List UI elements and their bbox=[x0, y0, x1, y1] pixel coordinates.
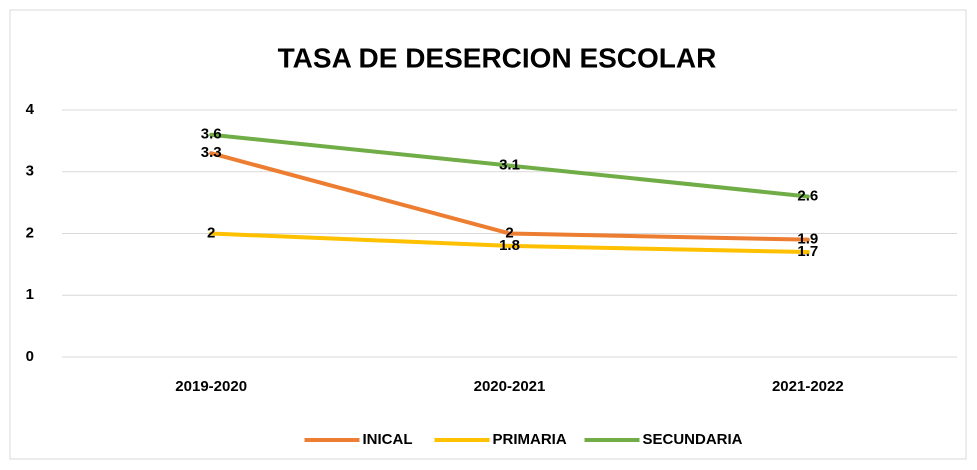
legend-label: INICAL bbox=[363, 431, 413, 448]
y-tick-label: 2 bbox=[26, 224, 34, 241]
data-label: 3.6 bbox=[201, 126, 222, 143]
data-label: 3.3 bbox=[201, 144, 222, 161]
data-label: 1.9 bbox=[797, 231, 818, 248]
data-label: 2 bbox=[505, 224, 513, 241]
data-label: 2 bbox=[207, 224, 215, 241]
data-label: 1.8 bbox=[499, 237, 520, 254]
x-tick-label: 2021-2022 bbox=[772, 378, 844, 395]
y-tick-label: 4 bbox=[26, 101, 35, 118]
legend-label: PRIMARIA bbox=[493, 431, 567, 448]
series-line bbox=[209, 231, 810, 255]
chart-title: TASA DE DESERCION ESCOLAR bbox=[278, 42, 717, 73]
x-tick-label: 2019-2020 bbox=[175, 378, 247, 395]
legend-label: SECUNDARIA bbox=[643, 431, 743, 448]
series-line bbox=[209, 151, 810, 242]
data-label: 1.7 bbox=[797, 243, 818, 260]
y-tick-label: 3 bbox=[26, 163, 34, 180]
series-line bbox=[209, 132, 810, 199]
data-label: 3.1 bbox=[499, 157, 520, 174]
chart-border bbox=[9, 9, 967, 460]
data-label: 2.6 bbox=[797, 187, 818, 204]
y-tick-label: 0 bbox=[26, 348, 34, 365]
y-tick-label: 1 bbox=[26, 286, 34, 303]
x-tick-label: 2020-2021 bbox=[474, 378, 546, 395]
